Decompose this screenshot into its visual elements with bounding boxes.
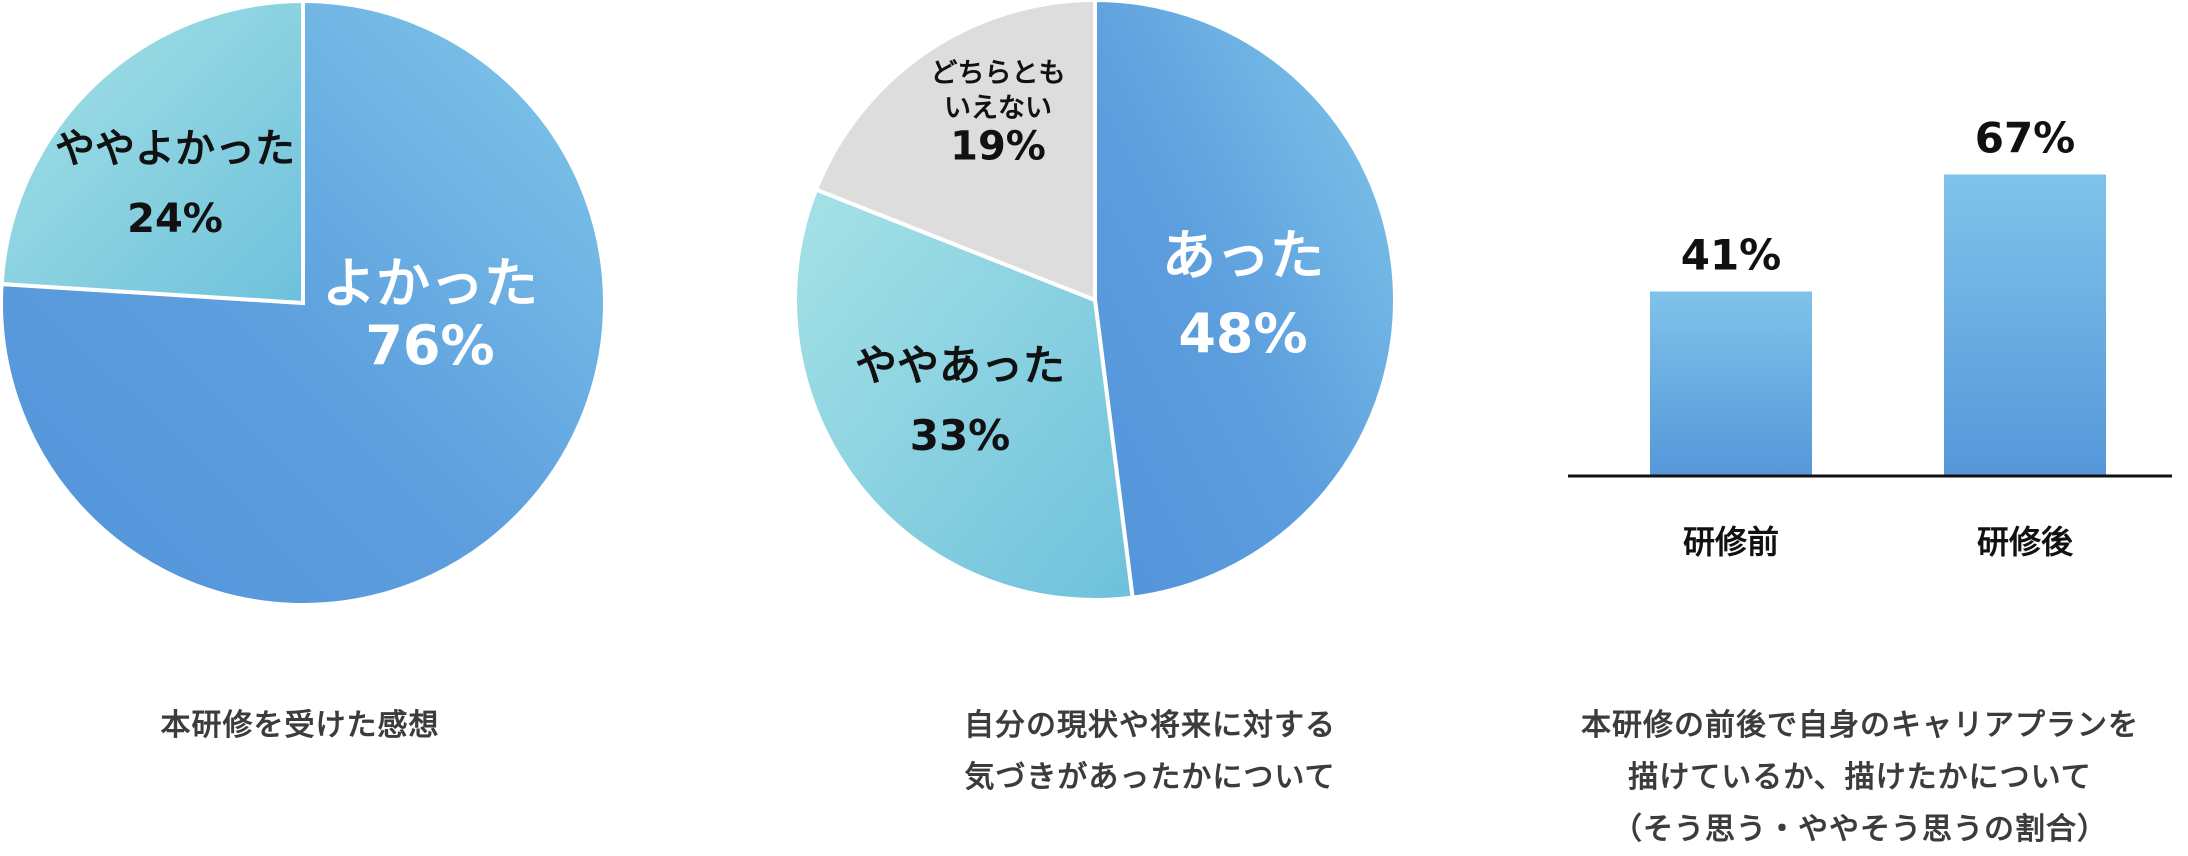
- slice-value-label: 48%: [1178, 302, 1307, 365]
- pie-slice: [793, 186, 1135, 602]
- bar-value-label: 41%: [1681, 231, 1782, 280]
- caption-line: 描けているか、描けたかについて: [1628, 760, 2092, 795]
- slice-value-label: 19%: [950, 124, 1046, 170]
- caption-awareness: 自分の現状や将来に対する 気づきがあったかについて: [800, 700, 1500, 804]
- pie-slice: [0, 0, 305, 306]
- category-tick-label: 研修前: [1683, 523, 1779, 561]
- caption-line: 自分の現状や将来に対する: [964, 708, 1336, 743]
- caption-line: （そう思う・ややそう思うの割合）: [1612, 812, 2108, 847]
- caption-impression: 本研修を受けた感想: [60, 700, 540, 752]
- caption-line: 本研修を受けた感想: [160, 708, 440, 743]
- slice-label: ややあった: [855, 341, 1065, 390]
- pie-slice: [1093, 0, 1397, 600]
- slice-value-label: 33%: [910, 411, 1011, 460]
- slice-value-label: 76%: [365, 314, 494, 377]
- caption-line: 気づきがあったかについて: [964, 760, 1336, 795]
- caption-career-plan: 本研修の前後で自身のキャリアプランを 描けているか、描けたかについて （そう思う…: [1540, 700, 2180, 856]
- category-tick-label: 研修後: [1977, 523, 2074, 561]
- bar: [1944, 174, 2106, 476]
- pie-slice: [813, 0, 1097, 303]
- bar-value-label: 67%: [1975, 114, 2076, 163]
- slice-label: いえない: [944, 93, 1052, 124]
- slice-label: どちらとも: [931, 58, 1066, 89]
- slice-label: ややよかった: [55, 126, 295, 172]
- bar: [1650, 291, 1812, 476]
- slice-label: あった: [1162, 224, 1324, 287]
- bar-chart-career-plan: 41% 研修前 67% 研修後: [1568, 114, 2172, 561]
- slice-value-label: 24%: [127, 196, 223, 242]
- slice-label: よかった: [322, 252, 538, 315]
- caption-line: 本研修の前後で自身のキャリアプランを: [1581, 708, 2139, 743]
